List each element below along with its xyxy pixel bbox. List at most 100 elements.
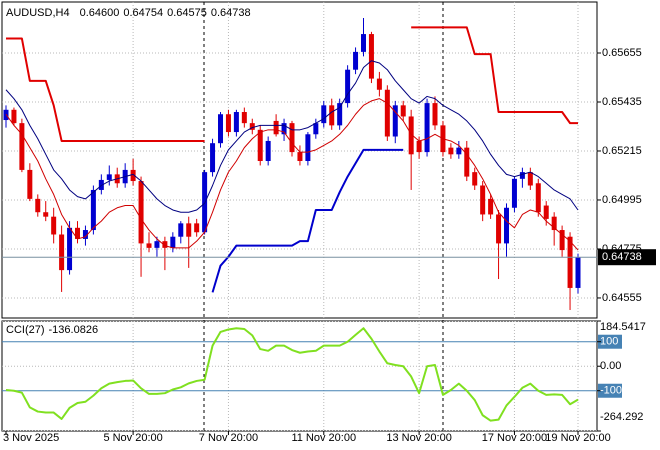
candle-body [75,227,80,239]
candle-body [297,152,303,162]
main-plot [2,2,597,318]
cci-tick-label: -264.292 [600,411,643,423]
candle-body [408,116,414,155]
symbol: AUDUSD,H4 [6,7,70,19]
candle-body [376,78,382,90]
low-label: 0.64575 [167,7,207,19]
level-label-box [598,334,622,349]
candle-body [448,147,454,155]
cci-line [5,327,579,422]
candle-body [329,105,335,126]
candle-body [67,227,73,271]
candle-body [241,112,247,124]
cci-tick-label: -100 [600,385,622,397]
candle-body [551,216,557,231]
candle-body [281,123,287,135]
level-label-box [598,383,622,398]
candle-body [480,185,486,215]
cci-name: CCI(27) [6,324,45,336]
candle-body [337,103,343,126]
x-tick-label: 11 Nov 20:00 [291,432,356,444]
candle-body [106,174,112,180]
candle-body [59,234,65,271]
candle-body [368,34,374,79]
x-tick-label: 13 Nov 20:00 [386,432,451,444]
chart-title: AUDUSD,H4 0.64600 0.64754 0.64575 0.64738 [6,7,251,19]
candle-body [218,114,223,144]
open-label: 0.64600 [80,7,120,19]
candle-body [225,114,231,133]
candle-body [488,198,494,215]
candle-body [424,103,430,153]
candle-body [305,134,311,162]
candle-body [51,216,57,235]
y-tick-label: 0.65215 [602,145,642,157]
candle-body [313,123,319,135]
y-tick-label: 0.64555 [602,292,642,304]
candle-body [146,243,152,248]
candle-body [178,223,184,237]
candle-body [289,123,295,153]
high-label: 0.64754 [123,7,163,19]
candle-body [154,241,160,248]
candle-body [11,109,17,124]
close-label: 0.64738 [211,7,251,19]
cci-tick-label: 0.00 [600,360,621,372]
candle-body [432,103,438,126]
candle-body [138,181,144,244]
x-tick-label: 3 Nov 2025 [3,432,59,444]
candle-body [416,140,422,153]
candle-body [543,205,549,219]
candle-body [265,140,271,162]
candle-body [496,214,502,244]
cci-value: -136.0826 [49,324,99,336]
cci-tick-label: 100 [600,336,618,348]
main-panel [1,1,598,319]
overlay-line [411,26,578,125]
candle-body [257,129,263,162]
candle-body [456,147,462,155]
candle-body [400,105,406,117]
cci-title: CCI(27) -136.0826 [6,324,98,336]
overlay-line [5,60,579,213]
candle-body [130,169,136,182]
candle-body [27,169,33,199]
candle-body [361,34,366,52]
x-tick-label: 5 Nov 20:00 [103,432,162,444]
candle-body [527,172,533,186]
overlay-line [6,37,205,142]
candle-body [511,178,517,208]
cci-plot [2,321,597,431]
current-price-label: 0.64738 [602,251,642,263]
cci-tick-label: 184.5417 [600,321,646,333]
candle-body [575,257,581,288]
x-tick-label: 17 Nov 20:00 [482,432,547,444]
candle-body [535,183,541,213]
candle-body [504,207,509,244]
plot: 0.656550.654350.652150.649950.647750.645… [2,2,656,444]
candle-body [249,123,255,130]
y-tick-label: 0.65435 [602,96,642,108]
candle-body [321,105,327,124]
candle-body [384,89,390,137]
candle-body [233,112,239,133]
candle-body [35,198,41,213]
candle-body [170,236,176,248]
candle-body [82,230,88,239]
candle-body [353,51,359,70]
candle-body [345,69,351,104]
overlay-line [5,98,579,251]
candle-body [392,105,398,137]
current-price-box [598,249,656,266]
candle-body [567,236,573,288]
candle-body [194,223,200,233]
candle-body [519,172,525,179]
candle-body [210,143,216,173]
overlay-line [211,148,404,293]
candle-body [90,189,96,231]
y-tick-label: 0.65655 [602,47,642,59]
x-tick-label: 7 Nov 20:00 [199,432,258,444]
candle-body [559,230,565,251]
candle-body [19,123,25,170]
